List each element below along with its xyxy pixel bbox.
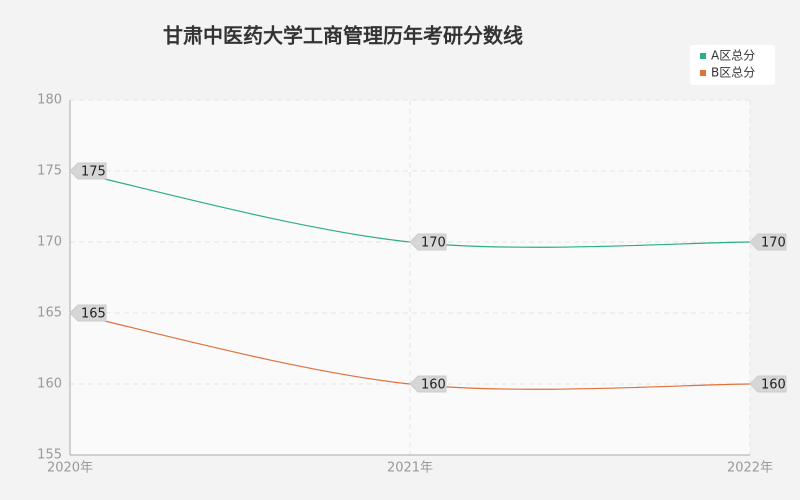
y-tick-label: 180 bbox=[37, 93, 62, 108]
data-label-tag bbox=[69, 162, 107, 180]
x-tick-label: 2021年 bbox=[387, 461, 433, 476]
legend-box bbox=[690, 45, 775, 85]
data-label: 170 bbox=[421, 236, 446, 251]
data-label: 160 bbox=[421, 378, 446, 393]
data-label-tag bbox=[409, 375, 447, 393]
legend-label: B区总分 bbox=[711, 66, 755, 80]
data-label: 165 bbox=[81, 307, 106, 322]
x-tick-label: 2022年 bbox=[727, 461, 773, 476]
legend-label: A区总分 bbox=[711, 49, 755, 63]
legend-swatch bbox=[700, 53, 706, 59]
data-label: 170 bbox=[761, 236, 786, 251]
data-label-tag bbox=[69, 304, 107, 322]
y-tick-label: 175 bbox=[37, 164, 62, 179]
y-tick-label: 170 bbox=[37, 235, 62, 250]
plot-area bbox=[70, 100, 750, 455]
chart-title: 甘肃中医药大学工商管理历年考研分数线 bbox=[163, 24, 523, 48]
y-tick-label: 155 bbox=[37, 448, 62, 463]
data-label-tag bbox=[409, 233, 447, 251]
data-label-tag bbox=[749, 233, 787, 251]
data-label: 160 bbox=[761, 378, 786, 393]
data-label-tag bbox=[749, 375, 787, 393]
y-tick-label: 165 bbox=[37, 306, 62, 321]
x-tick-label: 2020年 bbox=[47, 461, 93, 476]
data-label: 175 bbox=[81, 165, 106, 180]
y-tick-label: 160 bbox=[37, 377, 62, 392]
legend-swatch bbox=[700, 70, 706, 76]
